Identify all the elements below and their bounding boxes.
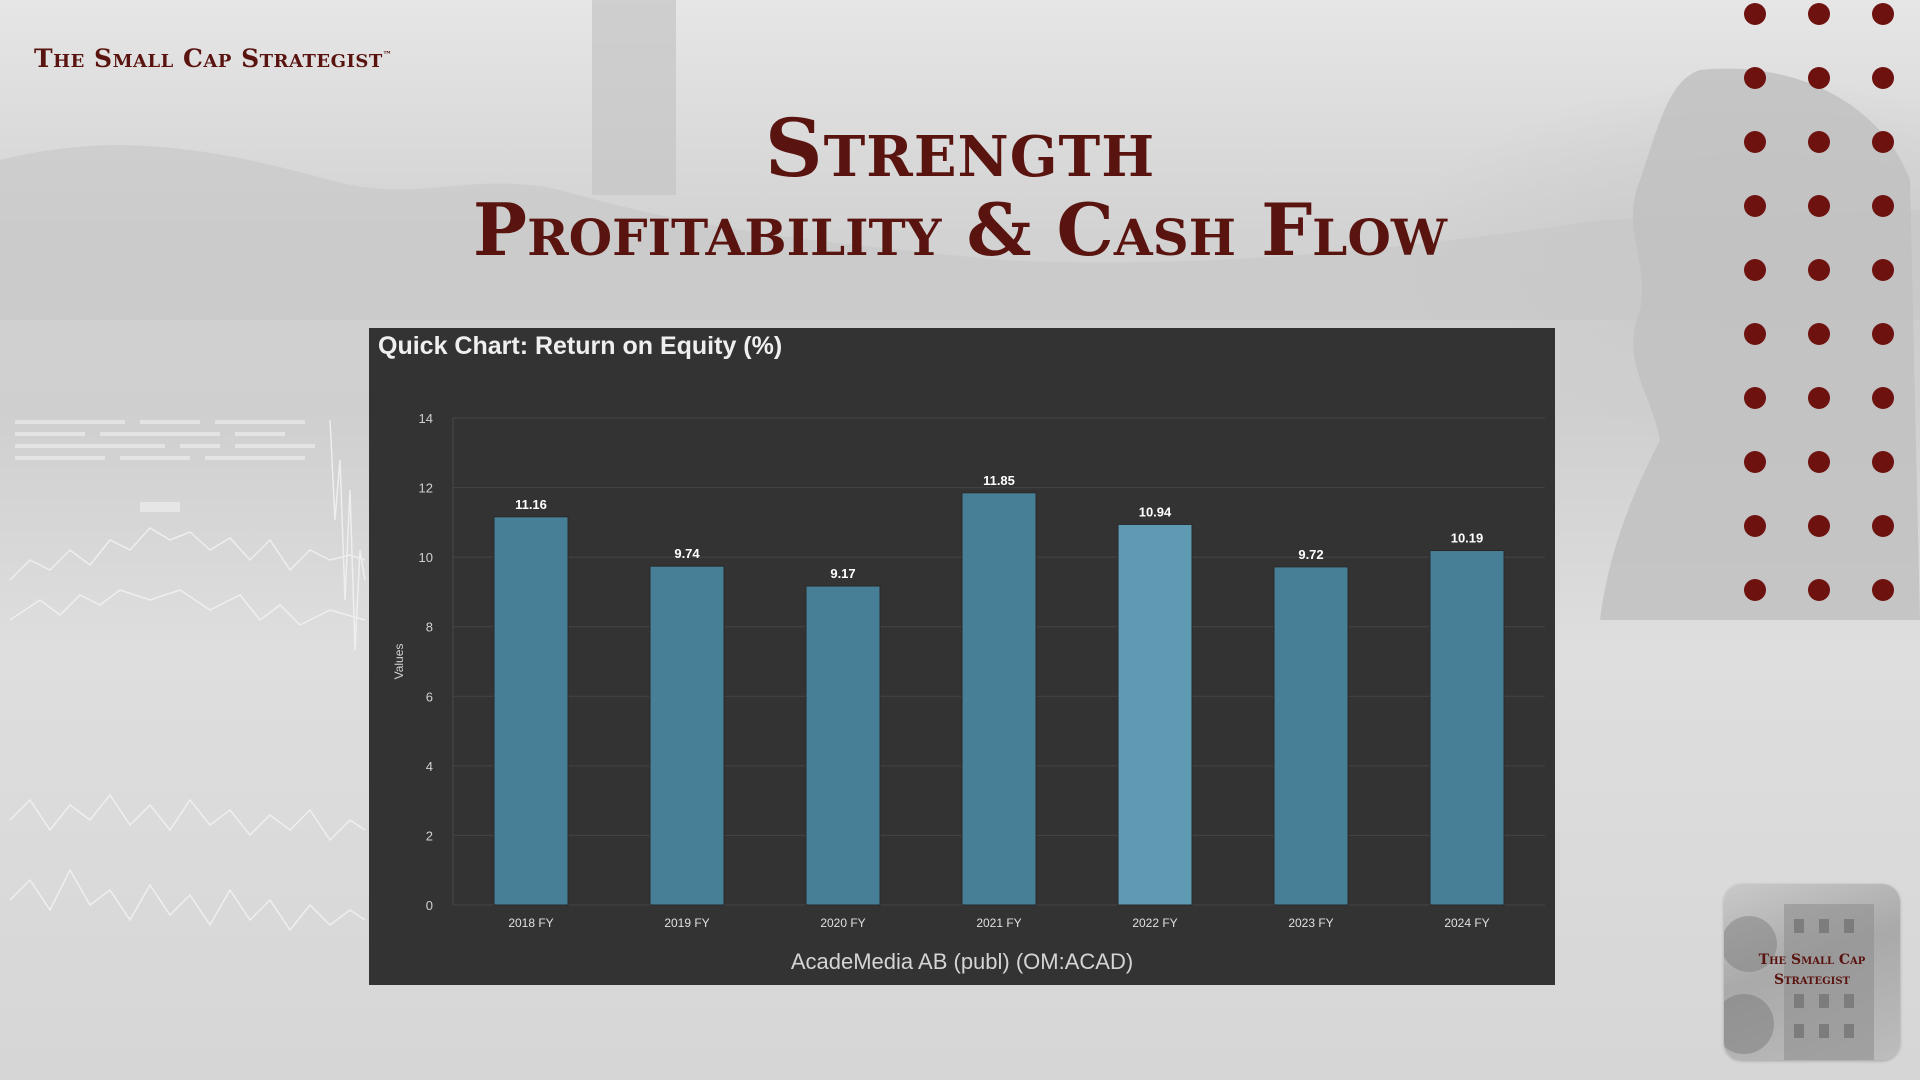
- bar: [1273, 566, 1349, 906]
- data-label: 11.16: [515, 497, 547, 512]
- data-label: 10.94: [1139, 504, 1172, 519]
- decorative-dot: [1744, 323, 1766, 345]
- data-label: 10.19: [1451, 531, 1484, 546]
- chart-company-label: AcadeMedia AB (publ) (OM:ACAD): [790, 949, 1134, 974]
- x-tick-label: 2018 FY: [508, 916, 553, 930]
- x-tick-label: 2019 FY: [664, 916, 709, 930]
- bar: [961, 492, 1037, 906]
- background-hills: [0, 145, 1920, 320]
- decorative-dot: [1744, 259, 1766, 281]
- brand-name: The Small Cap Strategist™: [34, 44, 393, 73]
- y-tick-label: 6: [426, 689, 433, 704]
- y-tick-label: 0: [426, 898, 433, 913]
- y-tick-label: 10: [419, 550, 433, 565]
- decorative-dot: [1744, 579, 1766, 601]
- decorative-dot: [1808, 131, 1830, 153]
- decorative-dot: [1744, 3, 1766, 25]
- background-person-silhouette: [1600, 68, 1920, 620]
- decorative-dot: [1808, 451, 1830, 473]
- decorative-dot: [1808, 259, 1830, 281]
- decorative-dot: [1872, 387, 1894, 409]
- decorative-dot: [1744, 515, 1766, 537]
- background-stock-screen: [9, 419, 366, 932]
- background-pillar: [592, 0, 676, 195]
- slide-title: Strength Profitability & Cash Flow: [360, 108, 1560, 266]
- data-label: 9.17: [830, 566, 855, 581]
- decorative-dot: [1744, 67, 1766, 89]
- decorative-dot: [1872, 323, 1894, 345]
- logo-building-image: [1724, 904, 1874, 1060]
- decorative-dot: [1808, 323, 1830, 345]
- decorative-dot: [1808, 3, 1830, 25]
- decorative-dot: [1872, 67, 1894, 89]
- y-tick-label: 12: [419, 481, 433, 496]
- decorative-dot-grid: [1744, 3, 1914, 603]
- logo-card: The Small Cap Strategist: [1724, 884, 1900, 1060]
- decorative-dot: [1872, 451, 1894, 473]
- decorative-dot: [1744, 387, 1766, 409]
- decorative-dot: [1744, 451, 1766, 473]
- decorative-dot: [1872, 3, 1894, 25]
- decorative-dot: [1808, 515, 1830, 537]
- x-tick-label: 2024 FY: [1444, 916, 1489, 930]
- decorative-dot: [1872, 195, 1894, 217]
- bar: [1117, 523, 1193, 906]
- y-tick-label: 8: [426, 620, 433, 635]
- y-tick-label: 14: [419, 411, 433, 426]
- data-label: 9.74: [674, 546, 700, 561]
- bar: [649, 565, 725, 906]
- x-tick-label: 2023 FY: [1288, 916, 1333, 930]
- y-tick-label: 4: [426, 759, 433, 774]
- bar: [805, 585, 881, 906]
- roe-bar-chart: 0 2 4 6 8 10 12 14 Values 11.16 2018 FY 9.74 2019 FY…: [392, 411, 1545, 930]
- x-tick-label: 2020 FY: [820, 916, 865, 930]
- decorative-dot: [1744, 195, 1766, 217]
- x-tick-label: 2022 FY: [1132, 916, 1177, 930]
- decorative-dot: [1872, 259, 1894, 281]
- decorative-dot: [1808, 67, 1830, 89]
- decorative-dot: [1872, 579, 1894, 601]
- data-label: 9.72: [1298, 547, 1323, 562]
- chart-panel: 0 2 4 6 8 10 12 14 Values 11.16 2018 FY 9.74 2019 FY…: [369, 328, 1555, 985]
- decorative-dot: [1808, 195, 1830, 217]
- y-tick-label: 2: [426, 828, 433, 843]
- title-line-2: Profitability & Cash Flow: [472, 187, 1448, 272]
- decorative-dot: [1872, 131, 1894, 153]
- logo-text: The Small Cap Strategist: [1758, 952, 1866, 988]
- decorative-dot: [1744, 131, 1766, 153]
- bar: [493, 516, 569, 906]
- decorative-dot: [1808, 579, 1830, 601]
- chart-title: Quick Chart: Return on Equity (%): [378, 332, 783, 360]
- y-axis-label: Values: [392, 644, 406, 680]
- bar: [1429, 550, 1505, 906]
- decorative-dot: [1808, 387, 1830, 409]
- title-line-1: Strength: [764, 101, 1156, 195]
- decorative-dot: [1872, 515, 1894, 537]
- data-label: 11.85: [983, 473, 1015, 488]
- x-tick-label: 2021 FY: [976, 916, 1021, 930]
